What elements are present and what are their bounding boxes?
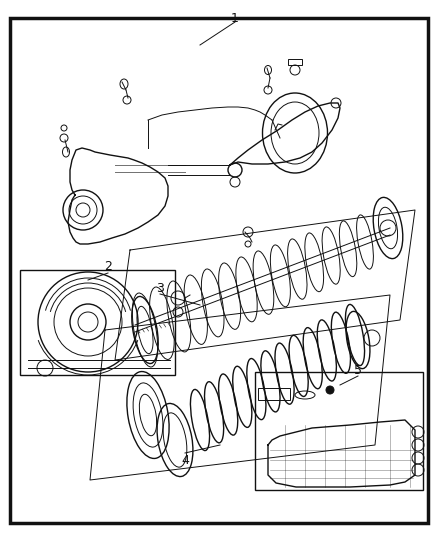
Text: 1: 1	[231, 12, 239, 25]
Circle shape	[326, 386, 334, 394]
Text: 3: 3	[156, 281, 164, 295]
Bar	[20, 270, 175, 375]
Text: 4: 4	[181, 454, 189, 466]
Bar	[255, 372, 423, 490]
Bar	[258, 388, 290, 400]
Text: 5: 5	[354, 364, 362, 376]
Bar	[288, 59, 302, 65]
Text: 2: 2	[104, 261, 112, 273]
